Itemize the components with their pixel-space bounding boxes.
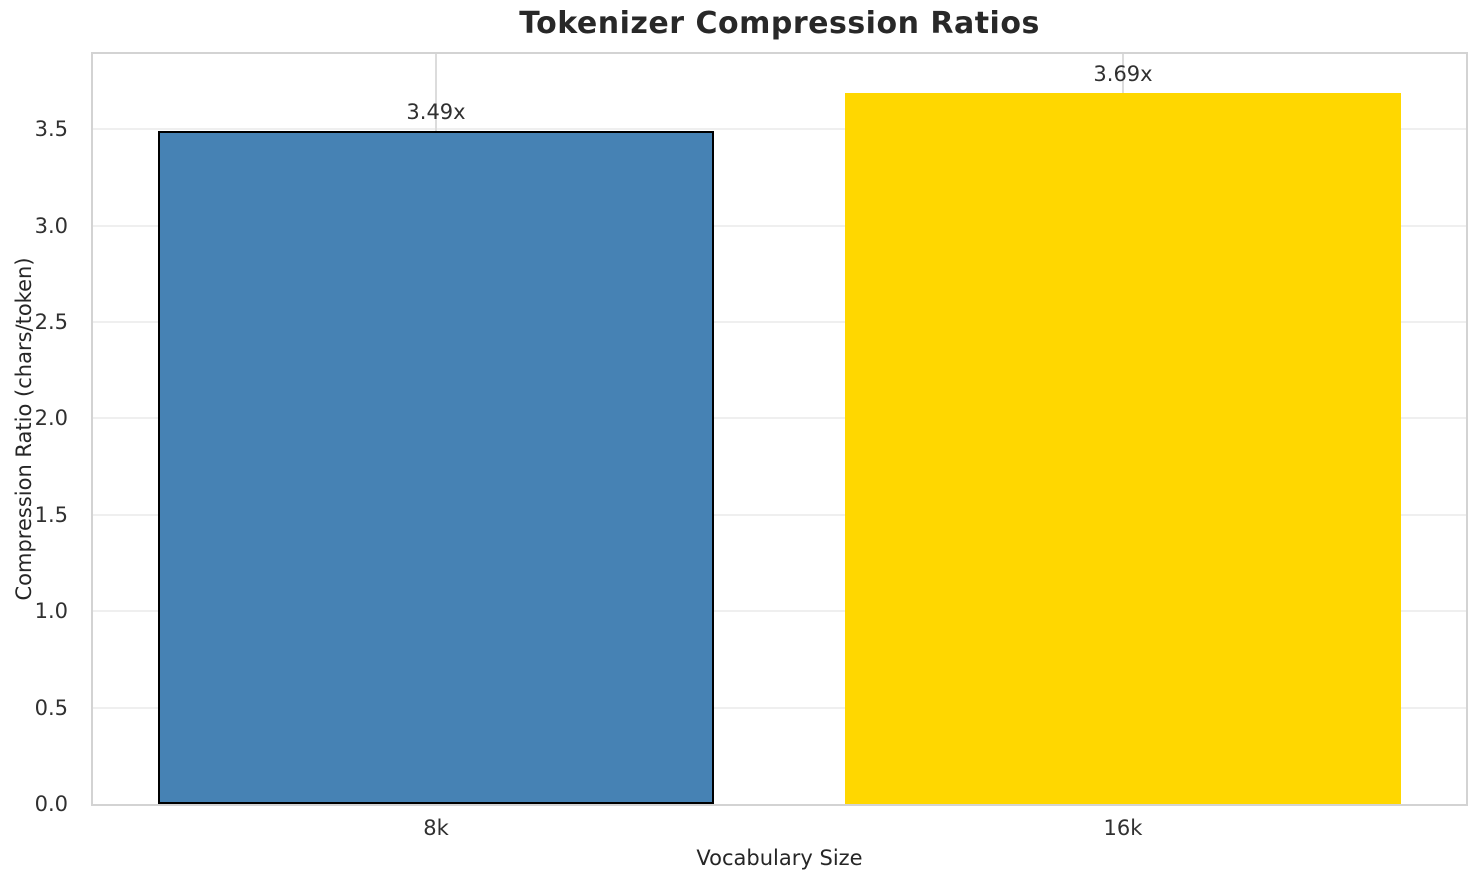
plot-area: 3.49x 3.69x — [91, 52, 1468, 806]
bar-8k — [158, 131, 714, 804]
horizontal-gridline — [93, 417, 1466, 420]
y-tick-label: 0.5 — [34, 695, 68, 720]
horizontal-gridline — [93, 128, 1466, 131]
y-axis-ticks: 0.0 0.5 1.0 1.5 2.0 2.5 3.0 3.5 — [0, 52, 80, 816]
horizontal-gridline — [93, 610, 1466, 613]
horizontal-gridline — [93, 224, 1466, 227]
y-tick-label: 0.0 — [34, 792, 68, 816]
x-axis-label: Vocabulary Size — [696, 846, 863, 870]
horizontal-gridline — [93, 513, 1466, 516]
y-tick-label: 3.5 — [34, 117, 68, 142]
y-tick-label: 2.0 — [34, 406, 68, 431]
bar-value-label: 3.69x — [1093, 62, 1153, 86]
x-tick-label: 8k — [423, 816, 449, 840]
horizontal-gridline — [93, 706, 1466, 709]
y-tick-label: 1.0 — [34, 599, 68, 624]
y-tick-label: 3.0 — [34, 213, 68, 238]
y-tick-label: 1.5 — [34, 502, 68, 527]
horizontal-gridline — [93, 321, 1466, 323]
x-tick-label: 16k — [1103, 816, 1143, 840]
x-axis-ticks: 8k 16k — [91, 816, 1468, 846]
bars-layer: 3.49x 3.69x — [93, 54, 1466, 804]
bar-16k — [845, 93, 1401, 804]
chart-title: Tokenizer Compression Ratios — [519, 6, 1040, 41]
y-tick-label: 2.5 — [34, 309, 68, 334]
bar-value-label: 3.49x — [406, 100, 466, 124]
